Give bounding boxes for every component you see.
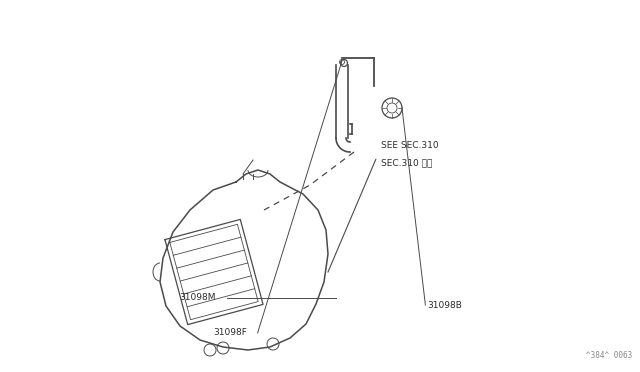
Text: 31098F: 31098F [214, 328, 248, 337]
Text: SEE SEC.310: SEE SEC.310 [381, 141, 438, 150]
Text: 31098M: 31098M [179, 293, 216, 302]
Text: 31098B: 31098B [428, 301, 462, 310]
Text: ^384^ 0063: ^384^ 0063 [586, 351, 632, 360]
Text: SEC.310 参照: SEC.310 参照 [381, 158, 432, 167]
